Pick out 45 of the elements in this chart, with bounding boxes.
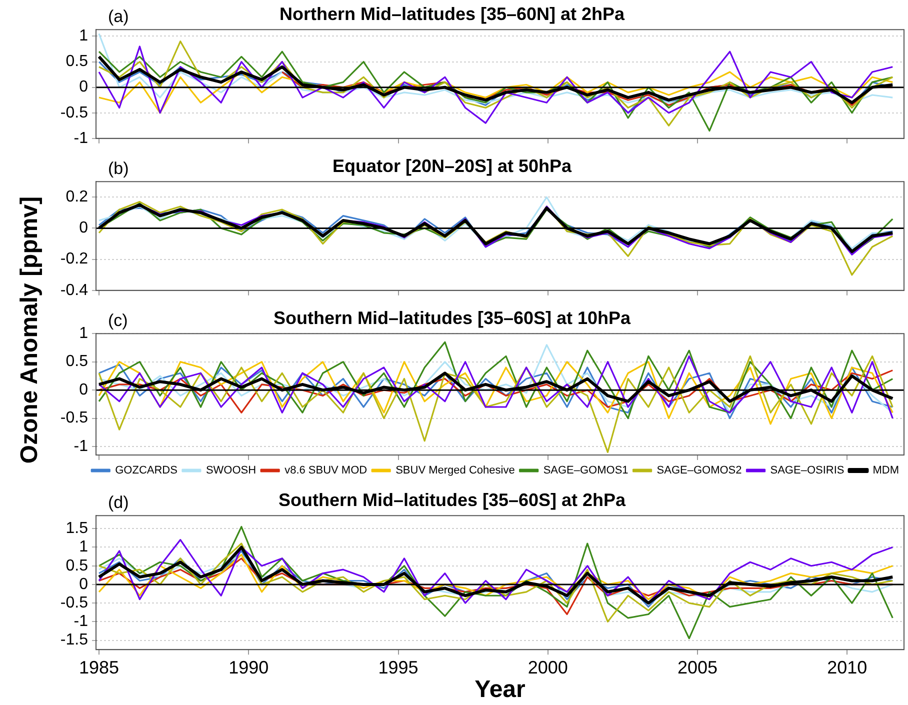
x-tick-label: 1995 (378, 657, 418, 678)
x-tick-label: 1985 (78, 657, 120, 678)
legend-label: v8.6 SBUV MOD (284, 464, 368, 477)
y-tick-label: -0.5 (60, 410, 88, 427)
y-axis-title: Ozone Anomaly [ppmv] (16, 196, 44, 464)
y-tick-label: -1 (74, 613, 88, 630)
chart-title: Equator [20N–20S] at 50hPa (332, 156, 573, 176)
y-tick-label: -0.2 (60, 250, 88, 268)
text: (c) (108, 310, 128, 330)
y-tick-label: 1 (79, 325, 88, 342)
x-tick-label: 1990 (228, 657, 269, 678)
y-tick-label: 0 (79, 220, 88, 237)
y-tick-label: -1.5 (60, 632, 88, 649)
y-tick-label: 0.2 (66, 188, 88, 206)
x-tick-label: 2000 (528, 657, 568, 678)
y-tick-label: -0.5 (60, 104, 88, 122)
y-tick-label: -0.5 (60, 594, 88, 612)
legend-label: SBUV Merged Cohesive (396, 464, 515, 477)
y-tick-label: 0.5 (66, 53, 88, 70)
x-axis-title: Year (474, 676, 526, 704)
legend-label: MDM (872, 464, 900, 477)
text: (a) (108, 6, 129, 26)
legend-label: SWOOSH (206, 464, 256, 477)
y-tick-label: 0 (79, 78, 88, 96)
y-tick-label: 1 (79, 28, 88, 45)
y-tick-label: -0.4 (60, 282, 88, 299)
y-tick-label: -1 (74, 438, 88, 455)
y-tick-label: 0 (79, 381, 88, 398)
text: (b) (108, 158, 129, 178)
y-tick-label: 1.5 (66, 520, 88, 538)
y-tick-label: -1 (74, 130, 88, 147)
legend-label: SAGE–GOMOS1 (543, 464, 628, 477)
legend-label: SAGE–OSIRIS (770, 464, 844, 477)
y-tick-label: 0 (79, 576, 88, 593)
y-tick-label: 0.5 (66, 557, 88, 574)
chart-title: Southern Mid–latitudes [35–60S] at 10hPa (273, 308, 632, 328)
y-tick-label: 0.5 (66, 353, 88, 370)
chart-title: Northern Mid–latitudes [35–60N] at 2hPa (279, 4, 626, 24)
x-tick-label: 2005 (677, 657, 718, 678)
y-tick-label: 1 (79, 538, 88, 556)
legend-label: GOZCARDS (115, 464, 178, 477)
x-tick-label: 2010 (827, 657, 868, 678)
legend-label: SAGE–GOMOS2 (656, 464, 742, 477)
text: (d) (108, 492, 129, 512)
chart-title: Southern Mid–latitudes [35–60S] at 2hPa (278, 490, 627, 510)
